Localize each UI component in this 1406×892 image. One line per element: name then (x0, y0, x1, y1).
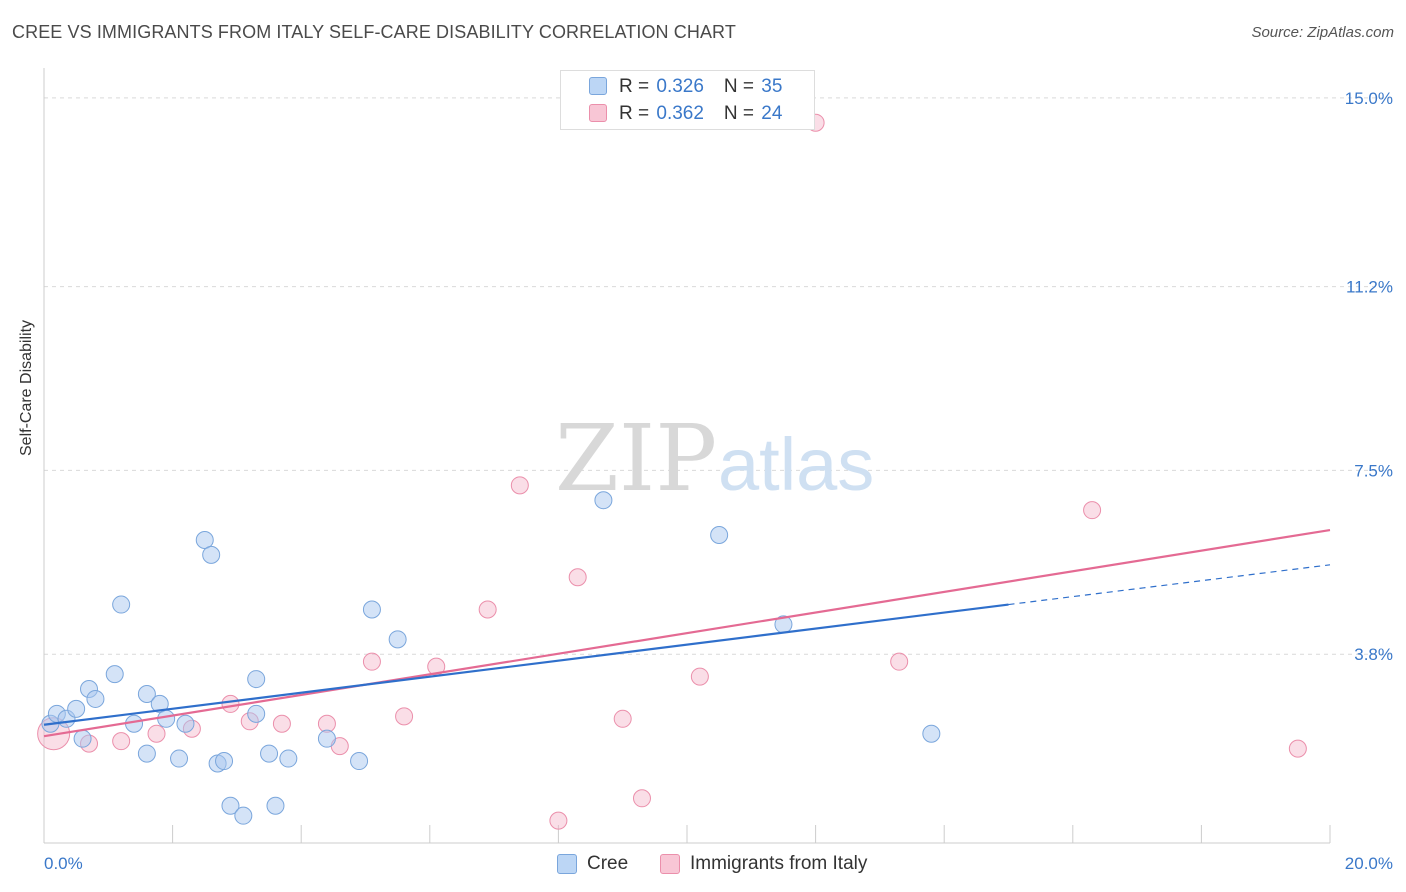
italy-point (1083, 501, 1102, 520)
series-swatch-cree (557, 854, 577, 874)
y-tick-label: 15.0% (1345, 89, 1393, 108)
cree-trend-line (43, 603, 1009, 726)
watermark-atlas: atlas (718, 423, 874, 506)
legend-r-label: R = (619, 103, 655, 124)
legend-row-cree: R = 0.326 N = 35 (619, 75, 782, 99)
cree-point (112, 595, 131, 614)
legend-n-label: N = (723, 103, 760, 124)
correlation-legend: R = 0.326 N = 35 R = 0.362 N = 24 (560, 70, 815, 130)
legend-r-value-cree: 0.326 (656, 76, 704, 97)
series-legend-cree: Cree (557, 852, 628, 876)
legend-swatch-cree (589, 77, 607, 95)
cree-point (317, 729, 336, 748)
italy-point (221, 694, 240, 713)
watermark: ZIP atlas (555, 405, 874, 512)
italy-point (549, 811, 568, 830)
cree-point (137, 684, 156, 703)
italy-trend-line (43, 528, 1331, 738)
cree-point (215, 752, 234, 771)
series-swatch-italy (660, 854, 680, 874)
trend-layer (43, 528, 1331, 738)
italy-point (395, 707, 414, 726)
y-tick-label: 11.2% (1346, 278, 1393, 297)
cree-point (67, 699, 86, 718)
cree-point (221, 796, 240, 815)
cree-point (86, 689, 105, 708)
y-tick-label: 7.5% (1354, 461, 1393, 480)
cree-point (266, 796, 285, 815)
cree-point (350, 752, 369, 771)
legend-n-label: N = (723, 76, 760, 97)
cree-point (195, 530, 214, 549)
cree-point (362, 600, 381, 619)
legend-n-value-italy: 24 (761, 103, 783, 124)
y-axis-label: Self-Care Disability (18, 319, 35, 456)
cree-point (279, 749, 298, 768)
italy-point (613, 709, 632, 728)
cree-point (922, 724, 941, 743)
legend-row-italy: R = 0.362 N = 24 (619, 102, 782, 126)
legend-r-label: R = (619, 76, 655, 97)
cree-point (594, 491, 613, 510)
cree-point (260, 744, 279, 763)
italy-point (890, 652, 909, 671)
series-label-cree: Cree (587, 853, 629, 874)
series-legend-italy: Immigrants from Italy (660, 852, 867, 876)
italy-point (510, 476, 529, 495)
cree-point (710, 526, 729, 545)
chart-title: CREE VS IMMIGRANTS FROM ITALY SELF-CARE … (12, 22, 736, 42)
italy-point (568, 568, 587, 587)
legend-n-value-cree: 35 (761, 76, 783, 97)
italy-point (478, 600, 497, 619)
italy-point (112, 732, 131, 751)
legend-swatch-italy (589, 104, 607, 122)
legend-r-value-italy: 0.362 (656, 103, 704, 124)
axis-layer (43, 68, 1331, 844)
italy-point (632, 789, 651, 808)
x-tick-label: 0.0% (44, 854, 83, 873)
italy-point (690, 667, 709, 686)
cree-point (137, 744, 156, 763)
italy-point (1288, 739, 1307, 758)
grid-layer (44, 97, 1392, 655)
x-tick-label: 20.0% (1345, 854, 1393, 873)
watermark-zip: ZIP (555, 405, 717, 512)
cree-points (41, 491, 941, 825)
cree-point (247, 704, 266, 723)
chart-source: Source: ZipAtlas.com (1251, 24, 1394, 41)
tick-labels: 3.8% 7.5% 11.2% 15.0% 0.0% 20.0% (44, 89, 1393, 873)
italy-point (362, 652, 381, 671)
italy-point (147, 724, 166, 743)
cree-point (105, 665, 124, 684)
cree-point (234, 806, 253, 825)
cree-point (73, 729, 92, 748)
cree-point (157, 709, 176, 728)
cree-trend-extension (1008, 564, 1331, 606)
cree-point (388, 630, 407, 649)
cree-point (202, 545, 221, 564)
series-label-italy: Immigrants from Italy (690, 853, 868, 874)
italy-point (272, 714, 291, 733)
cree-point (150, 694, 169, 713)
cree-point (170, 749, 189, 768)
cree-point (176, 714, 195, 733)
y-tick-label: 3.8% (1354, 645, 1393, 664)
cree-point (247, 670, 266, 689)
